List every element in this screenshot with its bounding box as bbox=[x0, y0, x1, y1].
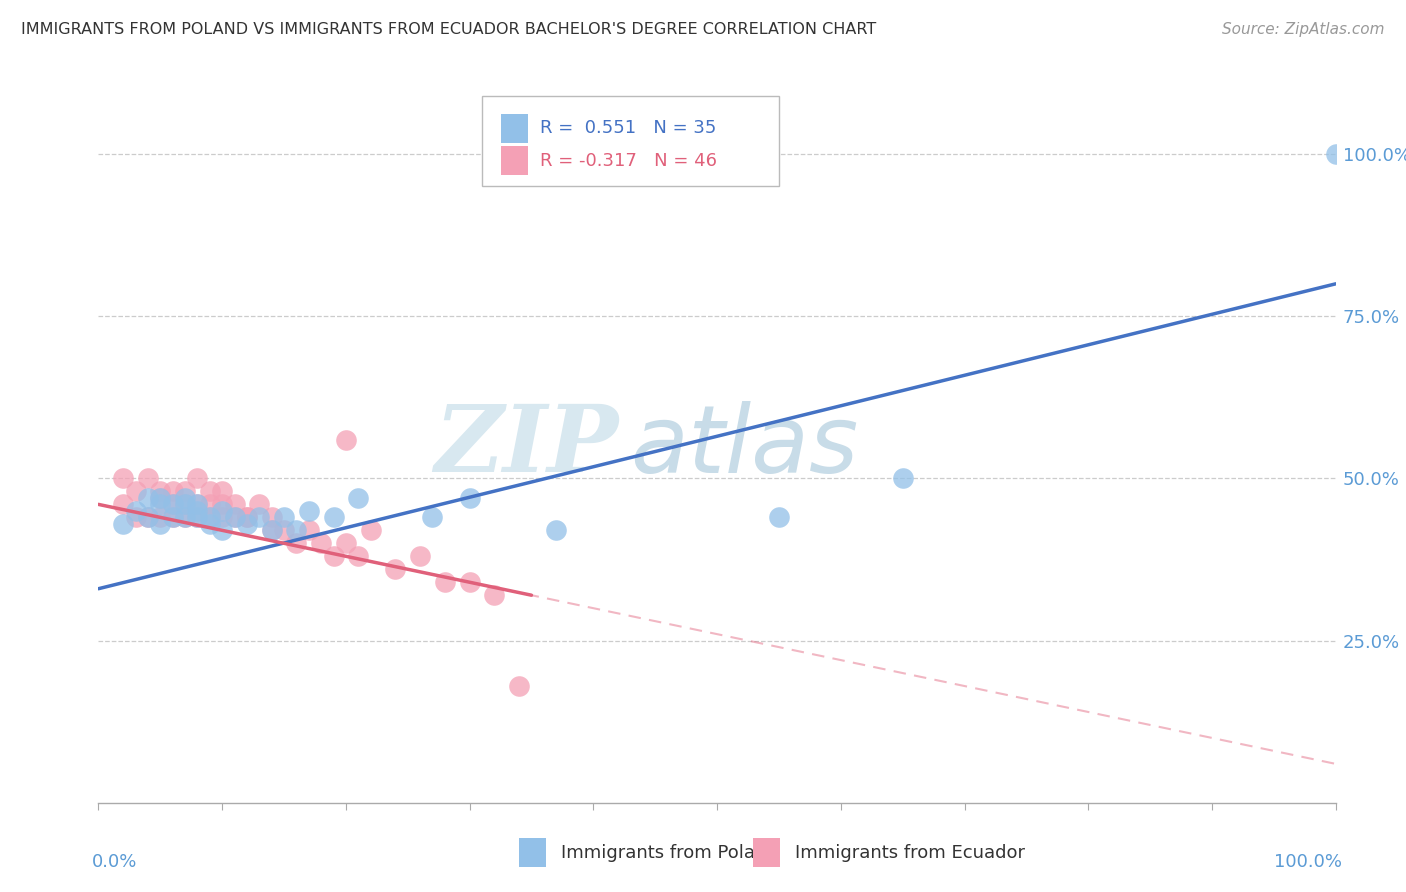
Point bbox=[211, 510, 233, 524]
Text: 100.0%: 100.0% bbox=[1274, 853, 1341, 871]
Point bbox=[458, 575, 481, 590]
Point bbox=[422, 510, 444, 524]
Point bbox=[260, 524, 283, 538]
Point bbox=[149, 484, 172, 499]
Point bbox=[149, 516, 172, 531]
Point bbox=[409, 549, 432, 564]
Point bbox=[174, 484, 197, 499]
Point bbox=[211, 497, 233, 511]
Point bbox=[198, 516, 221, 531]
Point bbox=[224, 510, 246, 524]
Point bbox=[360, 524, 382, 538]
Point bbox=[546, 524, 568, 538]
Text: atlas: atlas bbox=[630, 401, 859, 491]
Point bbox=[162, 510, 184, 524]
Text: Immigrants from Ecuador: Immigrants from Ecuador bbox=[794, 844, 1025, 862]
FancyBboxPatch shape bbox=[482, 96, 779, 186]
Point bbox=[322, 510, 344, 524]
Point bbox=[508, 679, 530, 693]
Point bbox=[186, 510, 208, 524]
Point bbox=[136, 510, 159, 524]
Point bbox=[335, 433, 357, 447]
Point bbox=[273, 510, 295, 524]
Point bbox=[236, 516, 259, 531]
Point bbox=[247, 510, 270, 524]
Point bbox=[224, 497, 246, 511]
Point bbox=[458, 491, 481, 505]
Point bbox=[768, 510, 790, 524]
Point bbox=[285, 536, 308, 550]
Text: Immigrants from Poland: Immigrants from Poland bbox=[561, 844, 778, 862]
Point bbox=[298, 524, 321, 538]
Point bbox=[136, 491, 159, 505]
Point bbox=[149, 491, 172, 505]
Point bbox=[198, 484, 221, 499]
Point bbox=[162, 484, 184, 499]
Point bbox=[309, 536, 332, 550]
Point bbox=[174, 497, 197, 511]
Point bbox=[322, 549, 344, 564]
Point bbox=[162, 510, 184, 524]
Point bbox=[211, 524, 233, 538]
Point bbox=[174, 491, 197, 505]
Point bbox=[186, 497, 208, 511]
Point bbox=[124, 504, 146, 518]
Text: 0.0%: 0.0% bbox=[93, 853, 138, 871]
Point bbox=[347, 491, 370, 505]
Point bbox=[136, 510, 159, 524]
Point bbox=[298, 504, 321, 518]
Point bbox=[186, 504, 208, 518]
Point bbox=[198, 497, 221, 511]
Point bbox=[124, 484, 146, 499]
Point bbox=[112, 516, 135, 531]
Point bbox=[149, 510, 172, 524]
Point bbox=[236, 510, 259, 524]
Text: ZIP: ZIP bbox=[434, 401, 619, 491]
Point bbox=[260, 524, 283, 538]
Point bbox=[260, 510, 283, 524]
Point bbox=[484, 588, 506, 602]
Point bbox=[186, 510, 208, 524]
Point bbox=[224, 510, 246, 524]
Point bbox=[174, 497, 197, 511]
Text: R = -0.317   N = 46: R = -0.317 N = 46 bbox=[540, 152, 717, 169]
Point bbox=[198, 510, 221, 524]
Point bbox=[433, 575, 456, 590]
Point bbox=[285, 524, 308, 538]
Point bbox=[211, 484, 233, 499]
Point bbox=[273, 524, 295, 538]
Text: Source: ZipAtlas.com: Source: ZipAtlas.com bbox=[1222, 22, 1385, 37]
Text: IMMIGRANTS FROM POLAND VS IMMIGRANTS FROM ECUADOR BACHELOR'S DEGREE CORRELATION : IMMIGRANTS FROM POLAND VS IMMIGRANTS FRO… bbox=[21, 22, 876, 37]
Point bbox=[174, 510, 197, 524]
Point bbox=[347, 549, 370, 564]
Bar bbox=[501, 146, 527, 175]
Point bbox=[149, 491, 172, 505]
Point bbox=[211, 504, 233, 518]
Point bbox=[1324, 147, 1347, 161]
Point bbox=[236, 510, 259, 524]
Point bbox=[112, 471, 135, 485]
Point bbox=[136, 471, 159, 485]
Point bbox=[149, 497, 172, 511]
Point bbox=[247, 497, 270, 511]
Point bbox=[174, 510, 197, 524]
Point bbox=[162, 497, 184, 511]
Point bbox=[198, 510, 221, 524]
Point bbox=[891, 471, 914, 485]
Text: R =  0.551   N = 35: R = 0.551 N = 35 bbox=[540, 120, 717, 137]
Bar bbox=[501, 114, 527, 143]
Point bbox=[124, 510, 146, 524]
Point bbox=[162, 497, 184, 511]
Point bbox=[335, 536, 357, 550]
Bar bbox=[754, 838, 780, 867]
Point bbox=[112, 497, 135, 511]
Point bbox=[186, 471, 208, 485]
Point bbox=[186, 497, 208, 511]
Point bbox=[384, 562, 406, 576]
Bar bbox=[519, 838, 547, 867]
